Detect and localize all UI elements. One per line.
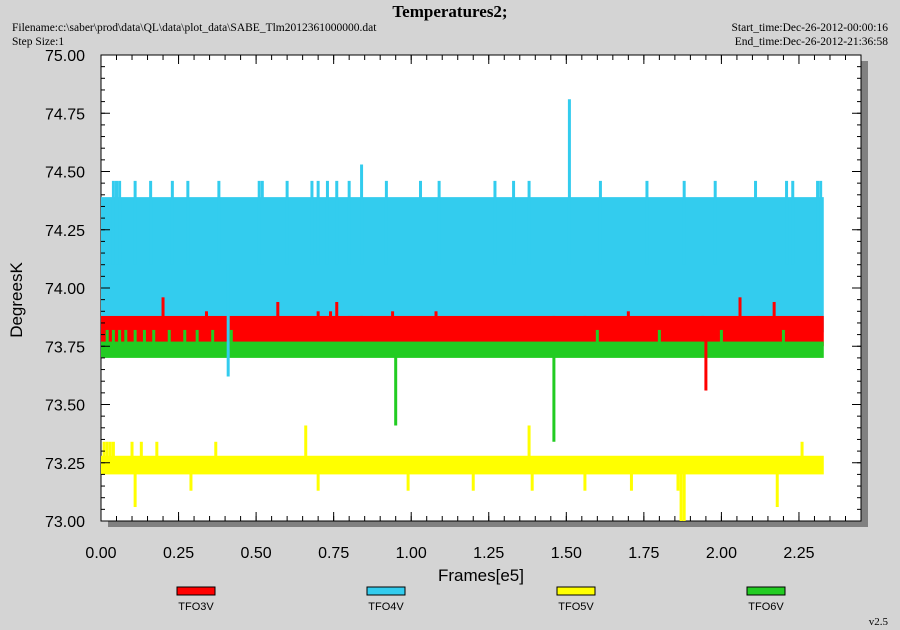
y-tick-label: 75.00 xyxy=(45,48,85,65)
y-tick-label: 74.50 xyxy=(45,165,85,182)
x-tick-label: 0.50 xyxy=(241,545,272,562)
legend: TFO3V TFO4V TFO5V TFO6V xyxy=(176,586,786,613)
x-axis-label: Frames[e5] xyxy=(438,566,524,585)
y-axis-label: DegreesK xyxy=(7,262,26,338)
series-spikes xyxy=(102,99,823,521)
start-time-label: Start_time:Dec-26-2012-00:00:16 xyxy=(731,22,889,34)
legend-swatch-tfo5v xyxy=(556,586,596,596)
x-tick-label: 0.75 xyxy=(318,545,349,562)
y-tick-label: 74.75 xyxy=(45,106,85,123)
chart-title: Temperatures2; xyxy=(392,2,508,21)
band-tfo4v xyxy=(101,197,824,333)
y-tick-label: 73.25 xyxy=(45,456,85,473)
axes: 73.00 73.25 73.50 73.75 74.00 74.25 74.50 74.75… xyxy=(45,48,862,562)
y-tick-label: 73.75 xyxy=(45,339,85,356)
x-tick-label: 1.25 xyxy=(473,545,504,562)
x-tick-label: 1.75 xyxy=(628,545,659,562)
x-tick-label: 2.00 xyxy=(706,545,737,562)
end-time-label: End_time:Dec-26-2012-21:36:58 xyxy=(734,36,888,48)
legend-label-tfo5v: TFO5V xyxy=(558,601,594,613)
legend-swatch-tfo3v xyxy=(176,586,216,596)
y-tick-label: 74.00 xyxy=(45,281,85,298)
x-tick-label: 1.50 xyxy=(551,545,582,562)
y-tick-label: 73.50 xyxy=(45,398,85,415)
x-tick-label: 2.25 xyxy=(783,545,814,562)
version-label: v2.5 xyxy=(868,616,888,628)
filename-label: Filename:c:\saber\prod\data\QL\data\plot… xyxy=(12,22,377,34)
x-tick-label: 0.00 xyxy=(85,545,116,562)
legend-label-tfo6v: TFO6V xyxy=(748,601,784,613)
x-tick-label: 0.25 xyxy=(163,545,194,562)
y-tick-label: 73.00 xyxy=(45,514,85,531)
y-tick-label: 74.25 xyxy=(45,223,85,240)
legend-label-tfo4v: TFO4V xyxy=(368,601,404,613)
legend-label-tfo3v: TFO3V xyxy=(178,601,214,613)
x-tick-label: 1.00 xyxy=(396,545,427,562)
legend-swatch-tfo4v xyxy=(366,586,406,596)
legend-swatch-tfo6v xyxy=(746,586,786,596)
band-tfo5v xyxy=(101,455,824,475)
band-tfo6v xyxy=(101,341,824,358)
step-size-label: Step Size:1 xyxy=(12,36,65,48)
